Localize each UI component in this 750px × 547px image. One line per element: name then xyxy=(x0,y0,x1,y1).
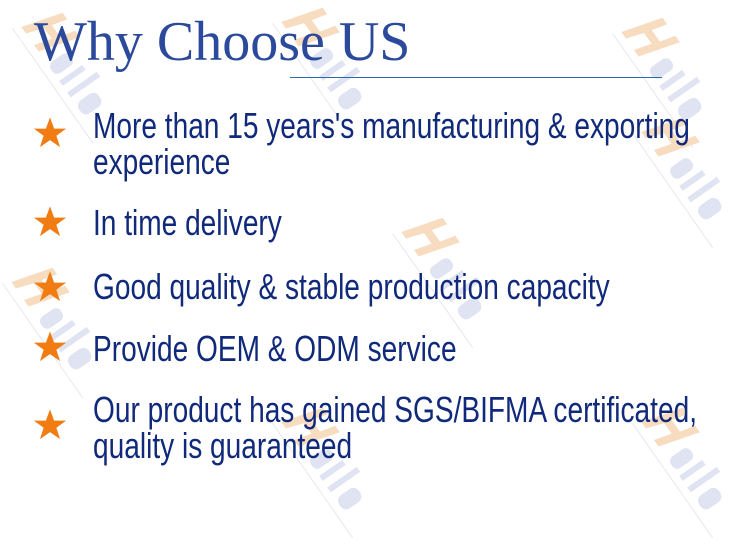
feature-item: Our product has gained SGS/BIFMA certifi… xyxy=(93,389,698,466)
title-underline xyxy=(290,77,662,78)
star-icon xyxy=(33,409,67,440)
page-title: Why Choose US xyxy=(34,11,411,73)
star-icon xyxy=(33,206,67,237)
feature-item: In time delivery xyxy=(93,202,282,243)
feature-item: Provide OEM & ODM service xyxy=(93,328,457,369)
star-icon xyxy=(33,331,67,362)
feature-item: Good quality & stable production capacit… xyxy=(93,266,610,307)
feature-item: More than 15 years's manufacturing & exp… xyxy=(93,105,690,182)
star-icon xyxy=(33,117,67,148)
star-icon xyxy=(33,271,67,302)
